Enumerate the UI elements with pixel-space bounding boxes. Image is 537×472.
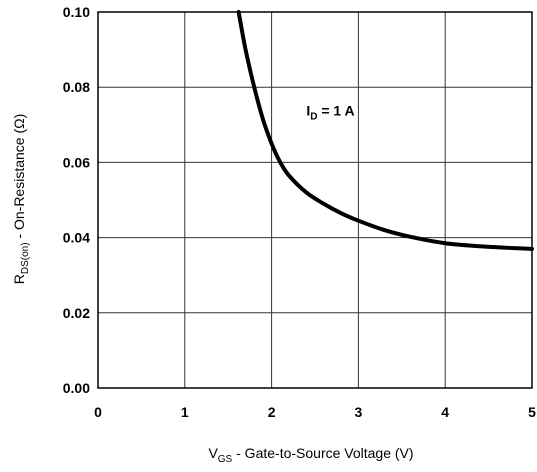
x-axis-title: VGS - Gate-to-Source Voltage (V) [208, 445, 413, 465]
x-tick-label: 3 [355, 404, 363, 420]
x-tick-label: 1 [181, 404, 189, 420]
y-tick-label: 0.10 [63, 4, 90, 20]
x-tick-label: 5 [528, 404, 536, 420]
y-tick-label: 0.02 [63, 305, 90, 321]
series-line [239, 12, 532, 249]
y-axis-title: RDS(on) - On-Resistance (Ω) [11, 114, 31, 285]
x-tick-label: 4 [441, 404, 449, 420]
y-tick-label: 0.04 [63, 230, 90, 246]
y-tick-label: 0.08 [63, 79, 90, 95]
x-tick-labels: 0 1 2 3 4 5 [94, 404, 536, 420]
x-tick-label: 2 [268, 404, 276, 420]
y-tick-label: 0.00 [63, 380, 90, 396]
x-tick-label: 0 [94, 404, 102, 420]
y-tick-label: 0.06 [63, 154, 90, 170]
curve-layer [239, 12, 532, 249]
y-tick-labels: 0.00 0.02 0.04 0.06 0.08 0.10 [63, 4, 90, 396]
current-annotation: ID = 1 A [306, 102, 354, 122]
